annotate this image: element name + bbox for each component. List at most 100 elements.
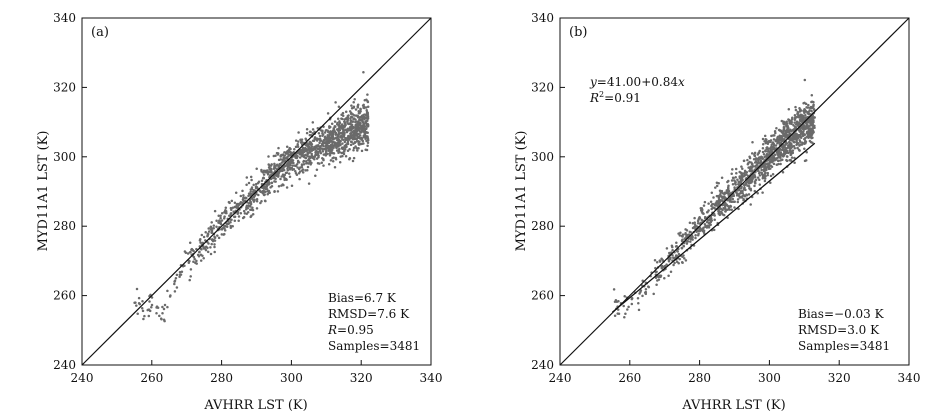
scatter-point bbox=[677, 252, 681, 256]
scatter-point bbox=[141, 309, 145, 313]
scatter-point bbox=[308, 151, 311, 154]
scatter-point bbox=[335, 132, 338, 136]
r2-value: =0.91 bbox=[604, 91, 641, 105]
scatter-point bbox=[771, 173, 775, 176]
scatter-point bbox=[810, 136, 813, 140]
scatter-point bbox=[302, 163, 306, 166]
scatter-point bbox=[280, 175, 283, 178]
scatter-point bbox=[263, 193, 266, 196]
scatter-point bbox=[351, 138, 355, 141]
scatter-point bbox=[750, 152, 754, 155]
scatter-point bbox=[639, 289, 643, 292]
scatter-point bbox=[734, 175, 737, 179]
scatter-point bbox=[365, 98, 368, 102]
scatter-point bbox=[230, 199, 234, 203]
scatter-point bbox=[743, 169, 747, 173]
scatter-point bbox=[719, 207, 723, 210]
scatter-point bbox=[363, 113, 366, 116]
scatter-point bbox=[766, 171, 770, 175]
scatter-point bbox=[155, 306, 158, 309]
scatter-point bbox=[356, 132, 360, 136]
scatter-point bbox=[768, 161, 771, 165]
scatter-point bbox=[137, 296, 141, 300]
scatter-point bbox=[734, 180, 737, 184]
y-tick-label: 280 bbox=[531, 219, 554, 233]
scatter-point bbox=[319, 151, 323, 155]
scatter-point bbox=[352, 146, 356, 150]
scatter-point bbox=[757, 151, 761, 154]
scatter-point bbox=[749, 203, 752, 206]
scatter-point bbox=[323, 138, 327, 141]
stats-r-value: =0.95 bbox=[337, 323, 374, 337]
scatter-point bbox=[321, 150, 325, 153]
scatter-point bbox=[249, 190, 252, 194]
scatter-point bbox=[785, 159, 789, 163]
scatter-point bbox=[299, 152, 303, 156]
scatter-point bbox=[285, 145, 289, 149]
scatter-point bbox=[340, 136, 344, 139]
scatter-point bbox=[753, 189, 757, 193]
scatter-point bbox=[356, 128, 359, 132]
scatter-point bbox=[789, 119, 792, 123]
scatter-point bbox=[740, 176, 744, 179]
scatter-point bbox=[269, 167, 272, 170]
scatter-point bbox=[703, 217, 707, 220]
scatter-point bbox=[189, 275, 192, 278]
scatter-point bbox=[349, 143, 353, 147]
scatter-point bbox=[267, 155, 270, 158]
scatter-point bbox=[363, 131, 366, 135]
scatter-point bbox=[691, 226, 695, 230]
scatter-point bbox=[360, 128, 364, 131]
scatter-point bbox=[660, 257, 663, 261]
scatter-point bbox=[296, 166, 299, 169]
scatter-point bbox=[805, 106, 808, 109]
scatter-point bbox=[720, 176, 724, 180]
scatter-point bbox=[314, 154, 317, 157]
scatter-point bbox=[682, 245, 686, 248]
scatter-point bbox=[246, 206, 250, 210]
scatter-point bbox=[362, 116, 365, 120]
scatter-point bbox=[344, 128, 347, 131]
scatter-point bbox=[175, 286, 179, 289]
scatter-point bbox=[785, 155, 789, 158]
panel-a: 240 260 280 300 320 340 240 260 280 300 320 340 (a)… bbox=[36, 11, 442, 413]
scatter-point bbox=[332, 145, 335, 148]
scatter-point bbox=[684, 259, 688, 262]
scatter-point bbox=[738, 176, 742, 180]
scatter-point bbox=[350, 140, 353, 144]
scatter-point bbox=[300, 141, 304, 144]
scatter-point bbox=[798, 118, 802, 122]
scatter-point bbox=[768, 140, 772, 144]
scatter-point bbox=[207, 227, 210, 230]
scatter-point bbox=[788, 133, 791, 136]
scatter-point bbox=[701, 211, 705, 215]
scatter-point bbox=[681, 238, 684, 242]
scatter-point bbox=[264, 171, 268, 174]
scatter-point bbox=[781, 171, 785, 174]
scatter-point bbox=[799, 109, 803, 112]
scatter-point bbox=[357, 146, 360, 150]
scatter-point bbox=[296, 144, 299, 148]
scatter-point bbox=[750, 169, 754, 172]
scatter-point bbox=[747, 193, 751, 196]
scatter-point bbox=[307, 143, 310, 147]
scatter-point bbox=[234, 191, 238, 195]
scatter-point bbox=[337, 139, 340, 142]
scatter-point bbox=[647, 285, 651, 289]
scatter-point bbox=[806, 124, 809, 128]
scatter-point bbox=[717, 210, 720, 213]
scatter-point bbox=[366, 131, 369, 134]
scatter-point bbox=[678, 257, 681, 261]
scatter-point bbox=[700, 218, 703, 222]
scatter-point bbox=[775, 150, 779, 154]
scatter-point bbox=[330, 134, 333, 137]
scatter-point bbox=[179, 273, 183, 276]
scatter-point bbox=[291, 159, 295, 162]
scatter-point bbox=[166, 289, 169, 293]
scatter-point bbox=[212, 226, 215, 230]
scatter-point bbox=[241, 216, 245, 220]
scatter-point bbox=[748, 160, 751, 164]
scatter-point bbox=[710, 191, 714, 195]
scatter-point bbox=[657, 278, 661, 281]
scatter-point bbox=[797, 148, 801, 152]
